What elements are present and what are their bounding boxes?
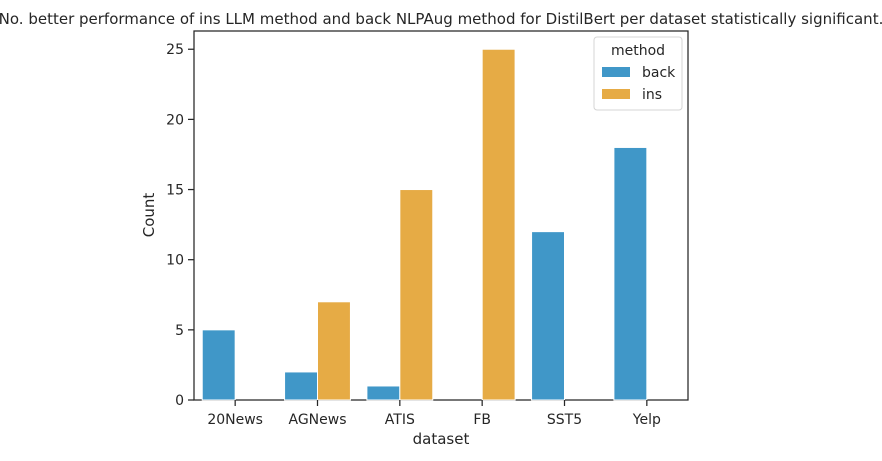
legend-swatch-back: [602, 67, 630, 77]
y-tick-label: 5: [175, 323, 184, 339]
legend: method back ins: [593, 36, 683, 111]
y-axis: 0 5 10 15 20 25: [166, 42, 194, 409]
x-axis-label: dataset: [413, 430, 470, 448]
x-tick-label-fb: FB: [473, 412, 491, 428]
bar-back-20news: [201, 329, 236, 401]
x-tick-label-sst5: SST5: [547, 412, 582, 428]
plot-frame: [193, 30, 689, 401]
legend-label-back: back: [642, 65, 676, 81]
bar-back-atis: [366, 385, 401, 401]
x-tick-label-atis: ATIS: [385, 412, 415, 428]
bar-ins-agnews: [317, 301, 351, 401]
bar-back-yelp: [613, 146, 648, 401]
bar-back-agnews: [284, 371, 319, 401]
x-tick-label-agnews: AGNews: [288, 412, 346, 428]
plot-area: [193, 30, 689, 401]
y-axis-label: Count: [140, 193, 158, 238]
legend-label-ins: ins: [642, 87, 662, 103]
y-tick-label: 20: [166, 112, 184, 128]
y-tick-label: 0: [175, 393, 184, 409]
y-tick-label: 10: [166, 253, 184, 269]
bars-group: [201, 48, 648, 401]
legend-swatch-ins: [602, 89, 630, 99]
x-tick-label-yelp: Yelp: [632, 412, 661, 428]
x-axis: 20News AGNews ATIS FB SST5 Yelp: [207, 400, 661, 428]
chart-title: No. better performance of ins LLM method…: [0, 10, 882, 28]
bar-ins-fb: [481, 48, 516, 401]
bar-back-sst5: [531, 231, 565, 401]
x-tick-label-20news: 20News: [207, 412, 263, 428]
legend-title: method: [611, 43, 665, 59]
y-tick-label: 15: [166, 183, 184, 199]
y-tick-label: 25: [166, 42, 184, 58]
bar-ins-atis: [399, 189, 434, 401]
